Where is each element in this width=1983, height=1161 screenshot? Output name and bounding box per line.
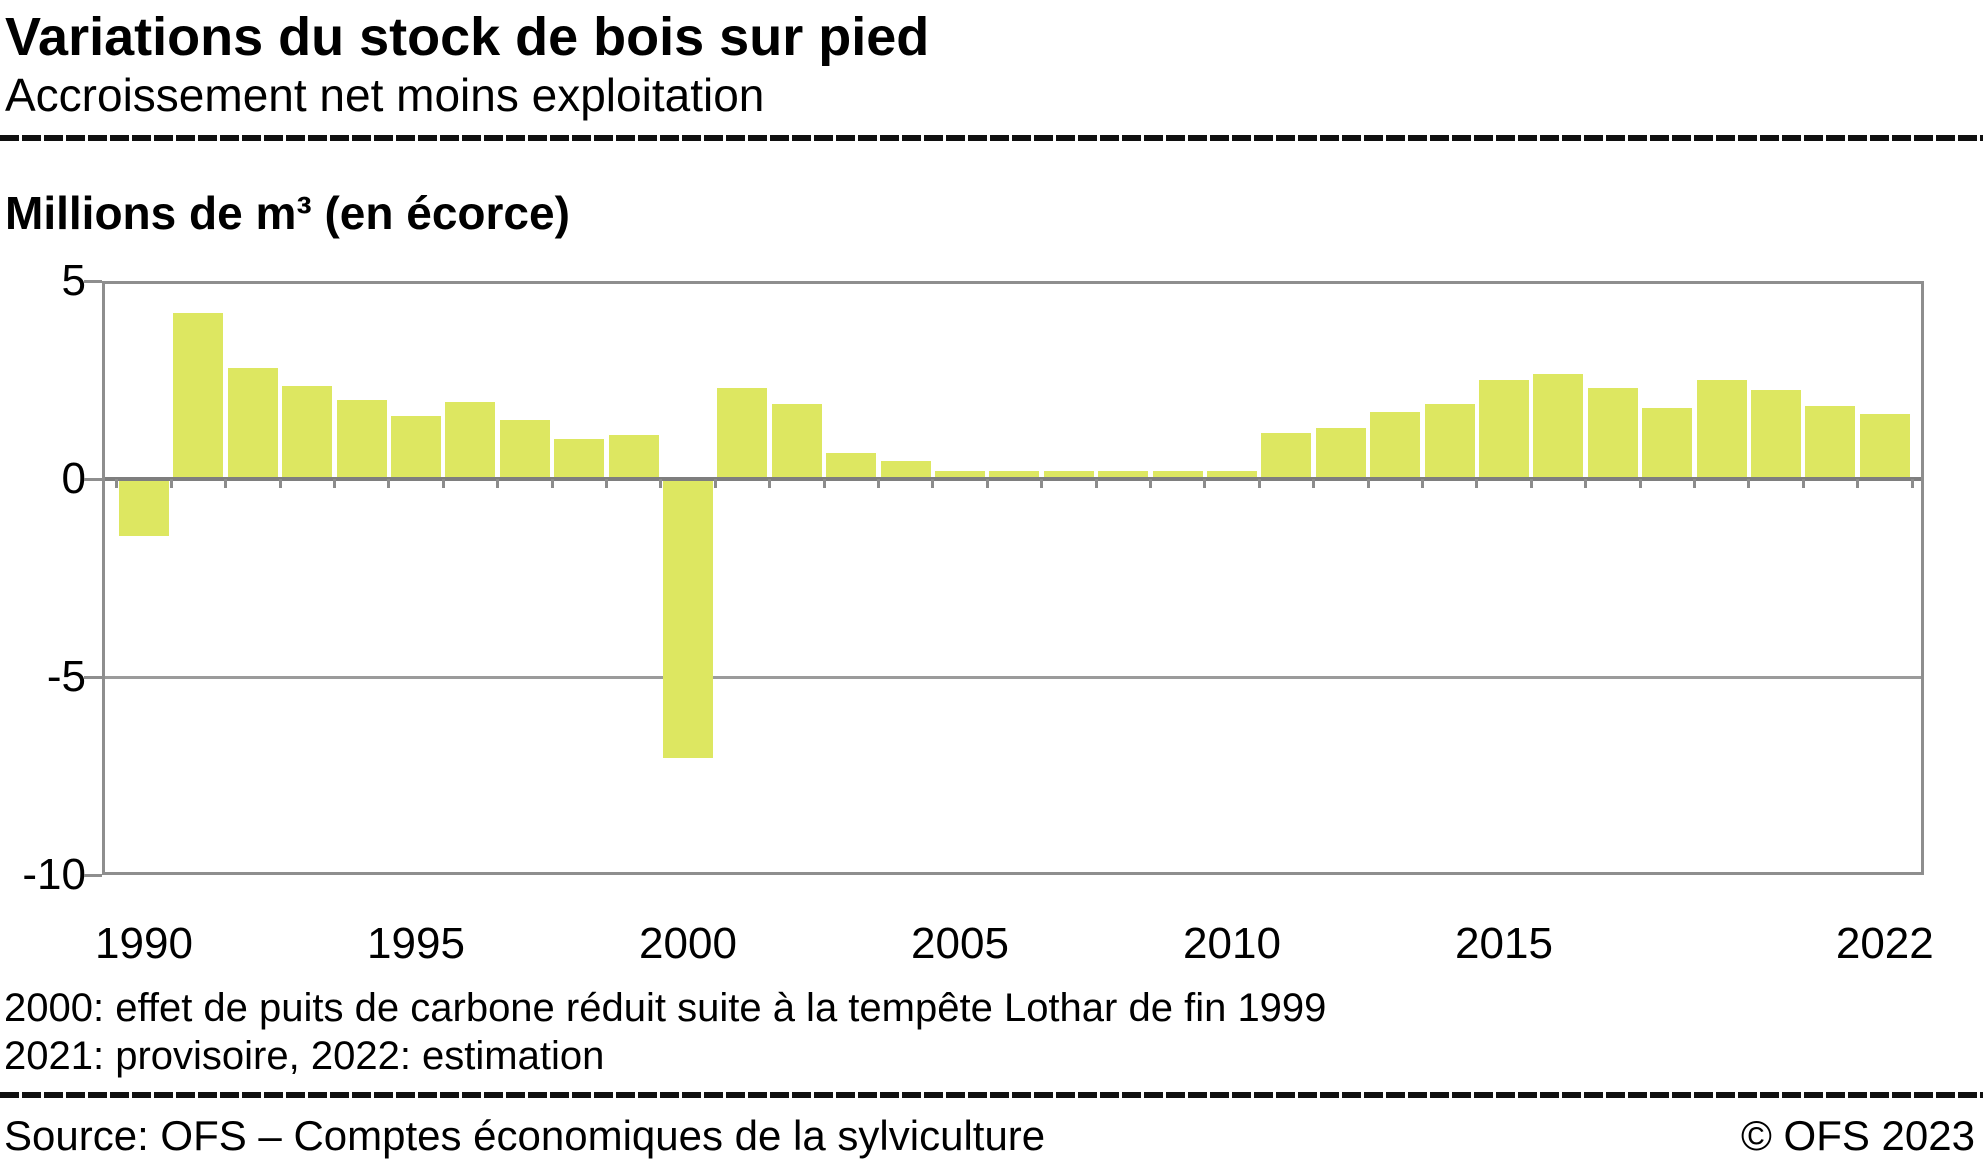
bar-2005: [935, 471, 985, 479]
x-axis-tick: [1529, 479, 1533, 488]
x-axis-tick: [496, 479, 500, 488]
bar-2012: [1315, 427, 1366, 479]
plot-area: [102, 281, 1924, 875]
bar-2006: [989, 471, 1040, 479]
x-tick-label-1995: 1995: [367, 919, 465, 968]
bar-2008: [1098, 471, 1149, 479]
x-axis-tick: [1692, 479, 1696, 488]
x-axis-tick: [1910, 479, 1914, 488]
x-axis-tick: [1747, 479, 1751, 488]
top-divider-line: [0, 135, 1983, 141]
x-axis-tick: [1148, 479, 1152, 488]
chart-subtitle: Accroissement net moins exploitation: [5, 69, 765, 121]
y-axis-unit-label: Millions de m³ (en écorce): [5, 187, 570, 239]
y-tick-label-0: 0: [61, 454, 86, 503]
bar-2004: [880, 461, 931, 479]
y-tick-label--10: -10: [22, 850, 86, 899]
plot-frame: [102, 281, 1924, 875]
bar-2022: [1859, 413, 1910, 479]
bar-2001: [717, 387, 768, 479]
x-axis-tick: [1366, 479, 1370, 488]
x-axis-tick: [1638, 479, 1642, 488]
bar-2007: [1043, 471, 1094, 479]
bar-2014: [1424, 403, 1475, 479]
y-axis-tick: [84, 873, 102, 877]
copyright-text: © OFS 2023: [1740, 1112, 1975, 1159]
bar-1999: [608, 435, 659, 479]
x-axis-tick: [1420, 479, 1424, 488]
bar-2009: [1152, 471, 1203, 479]
x-tick-label-2010: 2010: [1183, 919, 1281, 968]
bar-2021: [1805, 405, 1856, 479]
bar-2013: [1370, 411, 1421, 479]
source-text: Source: OFS – Comptes économiques de la …: [4, 1112, 1046, 1159]
x-axis-tick: [1094, 479, 1098, 488]
x-axis-tick: [931, 479, 935, 488]
chart-title: Variations du stock de bois sur pied: [5, 7, 930, 67]
bar-1991: [173, 312, 224, 479]
x-axis-tick: [387, 479, 391, 488]
bar-2002: [771, 403, 822, 479]
x-axis-tick: [1475, 479, 1479, 488]
x-axis-tick: [1312, 479, 1316, 488]
bar-2017: [1587, 387, 1638, 479]
x-axis-tick: [278, 479, 282, 488]
x-axis-tick: [441, 479, 445, 488]
bar-2016: [1533, 374, 1584, 479]
x-axis-tick: [115, 479, 119, 488]
x-axis-tick: [985, 479, 989, 488]
bar-1995: [391, 415, 441, 479]
x-axis-tick: [604, 479, 608, 488]
bar-2010: [1207, 471, 1257, 479]
bar-1994: [336, 399, 387, 479]
x-tick-label-2022: 2022: [1835, 919, 1934, 968]
x-tick-label-2000: 2000: [639, 919, 737, 968]
x-axis-tick: [224, 479, 228, 488]
bottom-divider-line: [0, 1092, 1983, 1098]
bar-2019: [1696, 380, 1747, 479]
bar-1997: [499, 419, 550, 479]
bar-1993: [282, 385, 333, 479]
x-axis-tick: [1040, 479, 1044, 488]
y-axis-tick: [84, 477, 102, 481]
y-axis-tick: [84, 279, 102, 283]
bar-1996: [445, 401, 496, 479]
bar-2000: [663, 481, 713, 759]
bar-2020: [1751, 389, 1801, 479]
x-axis-tick: [1257, 479, 1261, 488]
x-axis-tick: [768, 479, 772, 488]
y-tick-label-5: 5: [61, 256, 86, 305]
x-axis-tick: [876, 479, 880, 488]
x-axis-tick: [169, 479, 173, 488]
x-axis-tick: [822, 479, 826, 488]
x-axis-tick: [1856, 479, 1860, 488]
x-axis-tick: [550, 479, 554, 488]
x-tick-label-2005: 2005: [911, 919, 1009, 968]
footnote-2000: 2000: effet de puits de carbone réduit s…: [4, 986, 1327, 1030]
footnote-2021-2022: 2021: provisoire, 2022: estimation: [4, 1034, 605, 1078]
bar-2003: [826, 453, 877, 479]
y-axis-tick: [84, 675, 102, 679]
x-tick-label-2015: 2015: [1455, 919, 1553, 968]
bar-2015: [1479, 380, 1529, 479]
zero-gridline: [102, 477, 1924, 481]
bar-1992: [227, 368, 278, 479]
x-axis-tick: [1801, 479, 1805, 488]
x-axis-tick: [1584, 479, 1588, 488]
bar-2011: [1261, 433, 1312, 479]
x-tick-label-1990: 1990: [95, 919, 193, 968]
bar-1990: [119, 481, 169, 537]
y-tick-label--5: -5: [46, 652, 86, 701]
bar-2018: [1642, 407, 1693, 479]
x-axis-tick: [1203, 479, 1207, 488]
x-axis-tick: [332, 479, 336, 488]
gridline--5: [102, 675, 1924, 679]
x-axis-tick: [659, 479, 663, 488]
bar-1998: [554, 439, 605, 479]
x-axis-tick: [713, 479, 717, 488]
